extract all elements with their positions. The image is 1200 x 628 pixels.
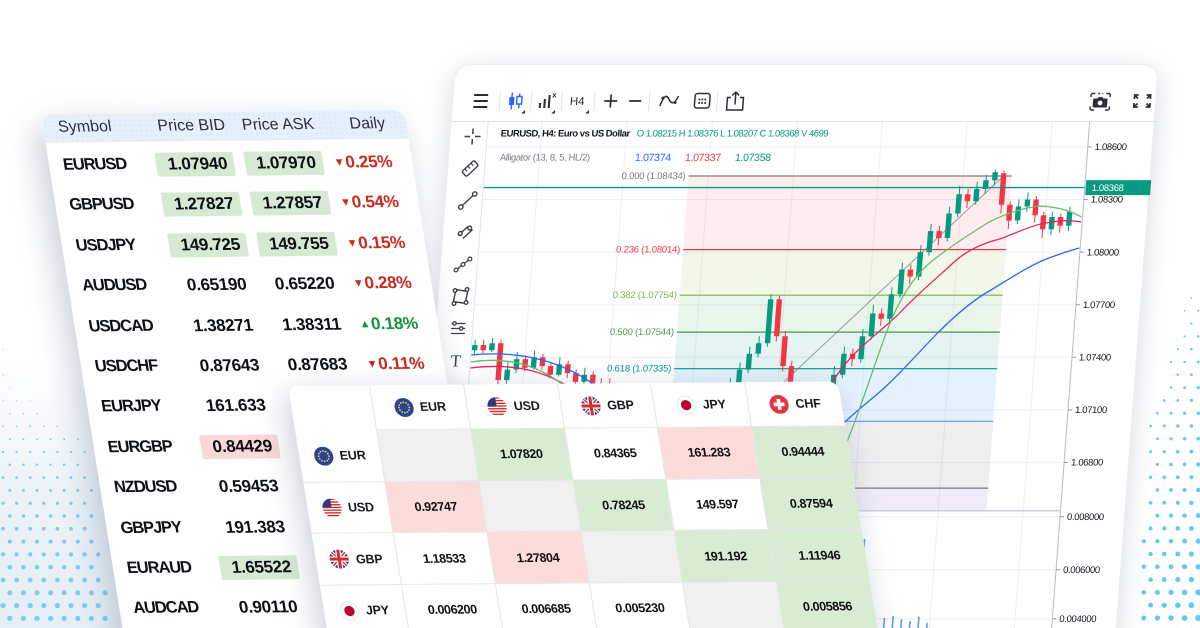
svg-text:0.382 (1.07754): 0.382 (1.07754) bbox=[612, 291, 677, 302]
svg-text:1.08000: 1.08000 bbox=[1086, 248, 1119, 259]
svg-text:0.236 (1.08014): 0.236 (1.08014) bbox=[615, 245, 680, 256]
svg-text:EURUSD, H4: Euro vs US Dollar: EURUSD, H4: Euro vs US Dollar bbox=[500, 129, 631, 140]
svg-text:1.08600: 1.08600 bbox=[1094, 142, 1127, 153]
svg-text:1.08368: 1.08368 bbox=[1091, 183, 1124, 194]
svg-text:x: x bbox=[551, 91, 557, 100]
svg-text:Alligator (13, 8, 5, HL/2): Alligator (13, 8, 5, HL/2) bbox=[499, 153, 590, 164]
svg-text:0.006000: 0.006000 bbox=[1062, 565, 1100, 576]
svg-text:0.618 (1.07335): 0.618 (1.07335) bbox=[606, 364, 671, 375]
svg-text:1.06800: 1.06800 bbox=[1070, 458, 1103, 469]
svg-text:1.07358: 1.07358 bbox=[734, 152, 771, 164]
svg-text:H4: H4 bbox=[569, 96, 585, 108]
svg-text:1.08300: 1.08300 bbox=[1090, 195, 1123, 206]
svg-text:0.000 (1.08434): 0.000 (1.08434) bbox=[621, 171, 686, 182]
svg-text:1.07700: 1.07700 bbox=[1082, 300, 1115, 311]
svg-text:T: T bbox=[449, 352, 461, 371]
svg-text:0.500 (1.07544): 0.500 (1.07544) bbox=[609, 327, 674, 338]
svg-text:0.008000: 0.008000 bbox=[1066, 512, 1104, 523]
svg-text:O 1.08215 H 1.08376 L 1.0820: O 1.08215 H 1.08376 L 1.08207 C 1.08368 … bbox=[636, 129, 828, 140]
svg-text:1.07100: 1.07100 bbox=[1074, 405, 1107, 416]
svg-text:1.07374: 1.07374 bbox=[634, 152, 671, 164]
svg-text:1.07337: 1.07337 bbox=[684, 152, 721, 164]
svg-text:0.004000: 0.004000 bbox=[1058, 614, 1096, 625]
svg-text:1.07400: 1.07400 bbox=[1078, 353, 1111, 364]
